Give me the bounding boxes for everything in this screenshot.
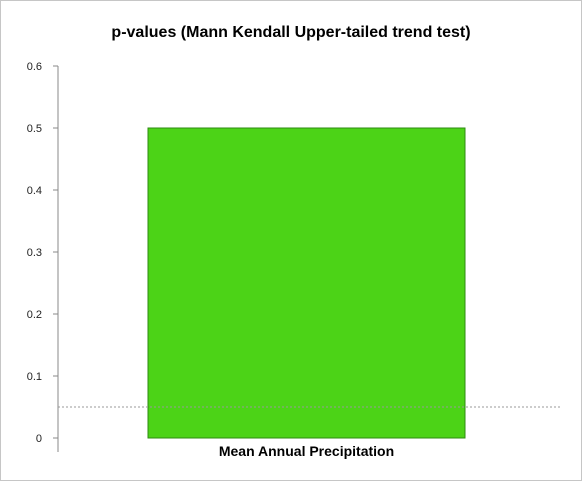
bar [147,127,466,439]
y-tick-label: 0.2 [27,309,42,321]
y-tick-label: 0.5 [27,123,42,135]
chart-title: p-values (Mann Kendall Upper-tailed tren… [111,24,471,41]
x-category-label: Mean Annual Precipitation [219,443,394,459]
y-tick-label: 0.1 [27,371,42,383]
y-tick-label: 0.6 [27,61,42,73]
y-tick-label: 0.4 [27,185,42,197]
y-tick-label: 0 [36,433,42,445]
y-tick-label: 0.3 [27,247,42,259]
